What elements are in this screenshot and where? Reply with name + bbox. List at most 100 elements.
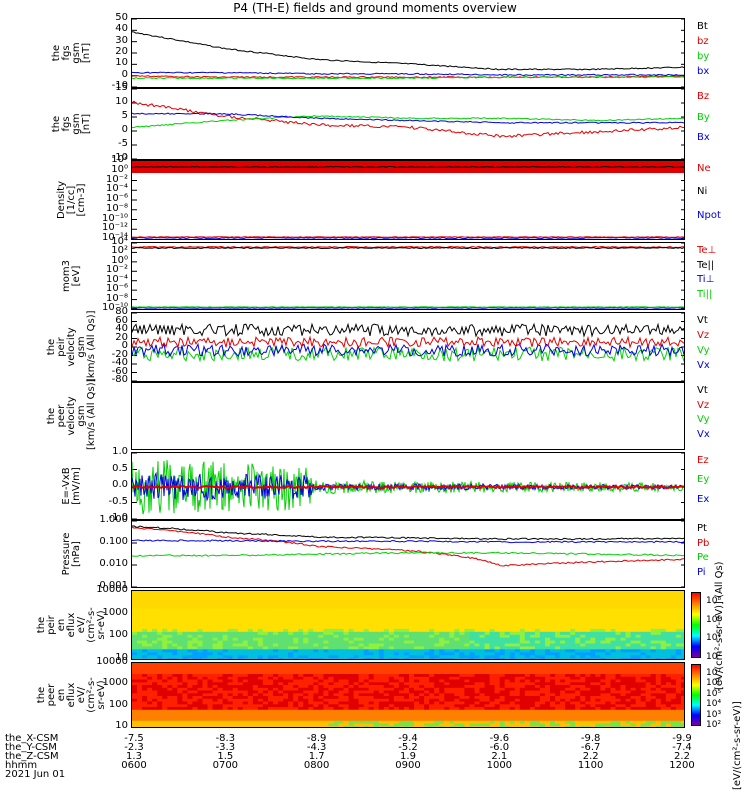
heat-cell — [383, 605, 390, 610]
heat-cell — [539, 655, 546, 659]
heat-cell — [393, 685, 400, 689]
heat-cell — [157, 646, 163, 650]
heat-cell — [670, 611, 677, 615]
heat-cell — [313, 643, 319, 647]
heat-cell — [232, 676, 239, 681]
heat-cell — [479, 704, 486, 708]
heat-cell — [202, 634, 209, 639]
heat-cell — [424, 608, 430, 612]
heat-cell — [660, 628, 667, 633]
heat-cell — [419, 679, 425, 683]
heat-cell — [132, 707, 138, 711]
heat-cell — [303, 640, 309, 645]
heat-cell — [424, 709, 430, 714]
heat-cell — [142, 696, 148, 700]
heat-cell — [534, 628, 541, 633]
heat-cell — [177, 626, 183, 630]
heat-cell — [182, 707, 188, 711]
series-Bx — [132, 112, 684, 124]
heat-cell — [429, 720, 435, 725]
heat-cell — [207, 671, 214, 675]
heat-cell — [404, 637, 410, 642]
heat-cell — [222, 626, 229, 630]
heat-cell — [368, 709, 375, 714]
heat-cell — [439, 593, 445, 598]
heat-cell — [262, 676, 269, 681]
heat-cell — [132, 674, 138, 678]
heat-cell — [439, 608, 445, 612]
heat-cell — [293, 720, 299, 725]
heat-cell — [479, 602, 486, 607]
heat-cell — [187, 605, 193, 610]
heat-cell — [177, 640, 183, 645]
heat-cell — [212, 723, 219, 727]
heat-cell — [555, 620, 561, 624]
heat-cell — [419, 698, 425, 703]
heat-cell — [565, 649, 571, 653]
heat-cell — [147, 640, 153, 645]
heat-cell — [288, 720, 294, 725]
heat-cell — [449, 611, 455, 615]
series-Pb — [132, 526, 684, 567]
heat-cell — [293, 709, 299, 714]
heat-cell — [534, 687, 541, 692]
heat-cell — [172, 599, 178, 604]
heat-cell — [368, 674, 375, 678]
heat-cell — [368, 599, 375, 604]
heat-cell — [393, 701, 400, 705]
heat-cell — [147, 620, 153, 624]
heat-cell — [414, 698, 420, 703]
heat-cell — [137, 668, 143, 672]
heat-cell — [393, 626, 400, 630]
heat-cell — [449, 634, 455, 639]
heat-cell — [439, 652, 445, 656]
heat-cell — [529, 685, 536, 689]
heat-cell — [318, 679, 324, 683]
heat-cell — [308, 593, 314, 598]
heat-cell — [237, 690, 244, 694]
heat-cell — [388, 608, 395, 612]
heat-cell — [278, 631, 284, 636]
heat-cell — [192, 614, 198, 618]
heat-cell — [333, 605, 340, 610]
heat-cell — [242, 690, 249, 694]
heat-cell — [162, 671, 168, 675]
heat-cell — [378, 696, 385, 700]
heat-cell — [414, 687, 420, 692]
heat-cell — [670, 608, 677, 612]
heat-cell — [585, 665, 591, 670]
heat-cell — [555, 608, 561, 612]
heat-cell — [388, 707, 395, 711]
heat-cell — [545, 679, 551, 683]
heat-cell — [338, 718, 345, 722]
heat-cell — [504, 617, 511, 621]
heat-cell — [499, 652, 506, 656]
heat-cell — [383, 623, 390, 627]
heat-cell — [152, 599, 158, 604]
heat-cell — [459, 698, 465, 703]
heat-cell — [308, 649, 314, 653]
heat-cell — [585, 611, 591, 615]
heat-cell — [293, 605, 299, 610]
heat-cell — [137, 693, 143, 697]
heat-cell — [363, 704, 370, 708]
heat-cell — [247, 652, 254, 656]
heat-cell — [640, 643, 647, 647]
heat-cell — [504, 712, 511, 716]
heat-cell — [268, 709, 274, 714]
heat-cell — [665, 646, 672, 650]
heat-cell — [670, 614, 677, 618]
heat-cell — [147, 634, 153, 639]
heat-cell — [514, 605, 521, 610]
heat-cell — [333, 687, 340, 692]
heat-cell — [509, 614, 516, 618]
heat-cell — [333, 640, 340, 645]
heat-cell — [514, 643, 521, 647]
heat-cell — [227, 674, 234, 678]
heat-cell — [555, 593, 561, 598]
heat-cell — [419, 626, 425, 630]
heat-cell — [494, 726, 501, 727]
heat-cell — [182, 687, 188, 692]
heat-cell — [197, 707, 204, 711]
heat-cell — [580, 671, 586, 675]
